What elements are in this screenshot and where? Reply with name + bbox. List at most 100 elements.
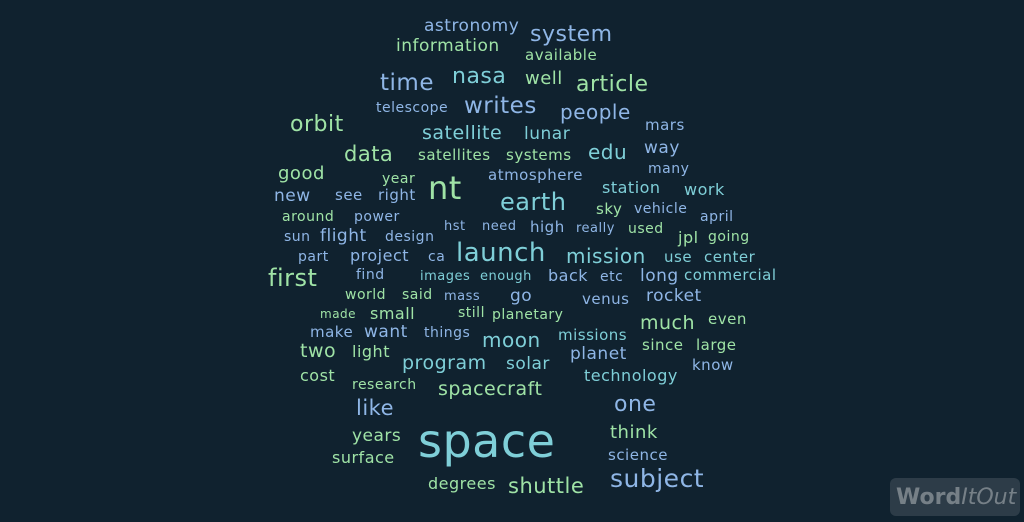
word: going [708,229,750,245]
word: want [364,322,408,342]
word: go [510,286,533,306]
word: program [402,352,487,374]
word: work [684,180,725,199]
word: made [320,307,357,321]
word: solar [506,354,550,374]
word: find [356,267,385,283]
word: see [335,186,363,204]
word: hst [444,219,466,234]
word: large [696,336,737,354]
word: since [642,336,684,354]
word: telescope [376,100,449,116]
word: missions [558,326,628,344]
word: rocket [646,286,702,306]
word: surface [332,448,395,467]
word: first [268,264,318,292]
word: sun [284,229,311,245]
word: commercial [684,266,777,284]
word: new [274,186,311,206]
word: earth [500,188,567,216]
word: station [602,178,661,197]
word: moon [482,328,541,352]
word: around [282,209,335,225]
word: well [525,68,563,89]
word: back [548,266,589,285]
word: nt [428,169,462,207]
word: people [560,100,631,124]
word: planetary [492,307,564,323]
word: article [576,72,649,97]
word: right [378,186,416,204]
word: enough [480,269,532,284]
word: sky [596,200,623,218]
word: satellites [418,146,491,164]
word: long [640,266,679,286]
wordle-logo: Word It Out [890,478,1020,516]
word: really [576,221,615,236]
word: good [278,163,325,184]
word: way [644,138,680,158]
word: lunar [524,124,571,144]
word: two [300,340,337,362]
word: data [344,142,394,166]
word: vehicle [634,201,688,217]
logo-word: Word [896,484,962,510]
word: part [298,249,329,265]
word: available [525,46,598,64]
logo-out: Out [976,484,1017,510]
word: images [420,269,471,284]
word: april [700,209,734,225]
word: nasa [452,64,507,89]
word: mass [444,289,481,304]
word: astronomy [424,16,520,36]
word: world [345,287,387,303]
word: science [608,446,668,464]
word: mission [566,244,646,268]
word: spacecraft [438,378,543,400]
logo-it: It [961,484,977,510]
word: ca [428,249,446,265]
word: shuttle [508,474,585,498]
word: system [530,22,613,47]
word: year [382,171,416,187]
word: make [310,323,354,341]
word: space [418,414,556,468]
word: venus [582,290,630,308]
word: used [628,221,664,237]
word: jpl [678,228,699,247]
word: think [610,422,658,443]
word: cost [300,366,336,385]
word: degrees [428,474,496,493]
word: subject [610,464,705,493]
word: small [370,304,416,323]
word: need [482,219,517,234]
word: information [396,36,500,56]
word: power [354,209,400,225]
word: center [704,248,756,266]
word: mars [645,116,685,134]
word: writes [464,93,537,119]
word: use [664,248,693,266]
word: edu [588,140,628,164]
word: high [530,218,565,236]
word: launch [456,238,546,268]
word: said [402,287,433,303]
word: even [708,310,747,328]
word: technology [584,366,678,385]
word: much [640,312,696,334]
word: know [692,356,734,374]
word: time [380,70,434,96]
word: one [614,392,657,417]
word: flight [320,226,367,246]
word: project [350,246,410,265]
word: design [385,229,435,245]
word: still [458,305,485,321]
word: research [352,377,417,393]
word: like [356,396,395,420]
word: years [352,426,402,446]
word: etc [600,269,624,285]
word: many [648,161,690,177]
word: things [424,325,471,341]
word: satellite [422,122,503,144]
